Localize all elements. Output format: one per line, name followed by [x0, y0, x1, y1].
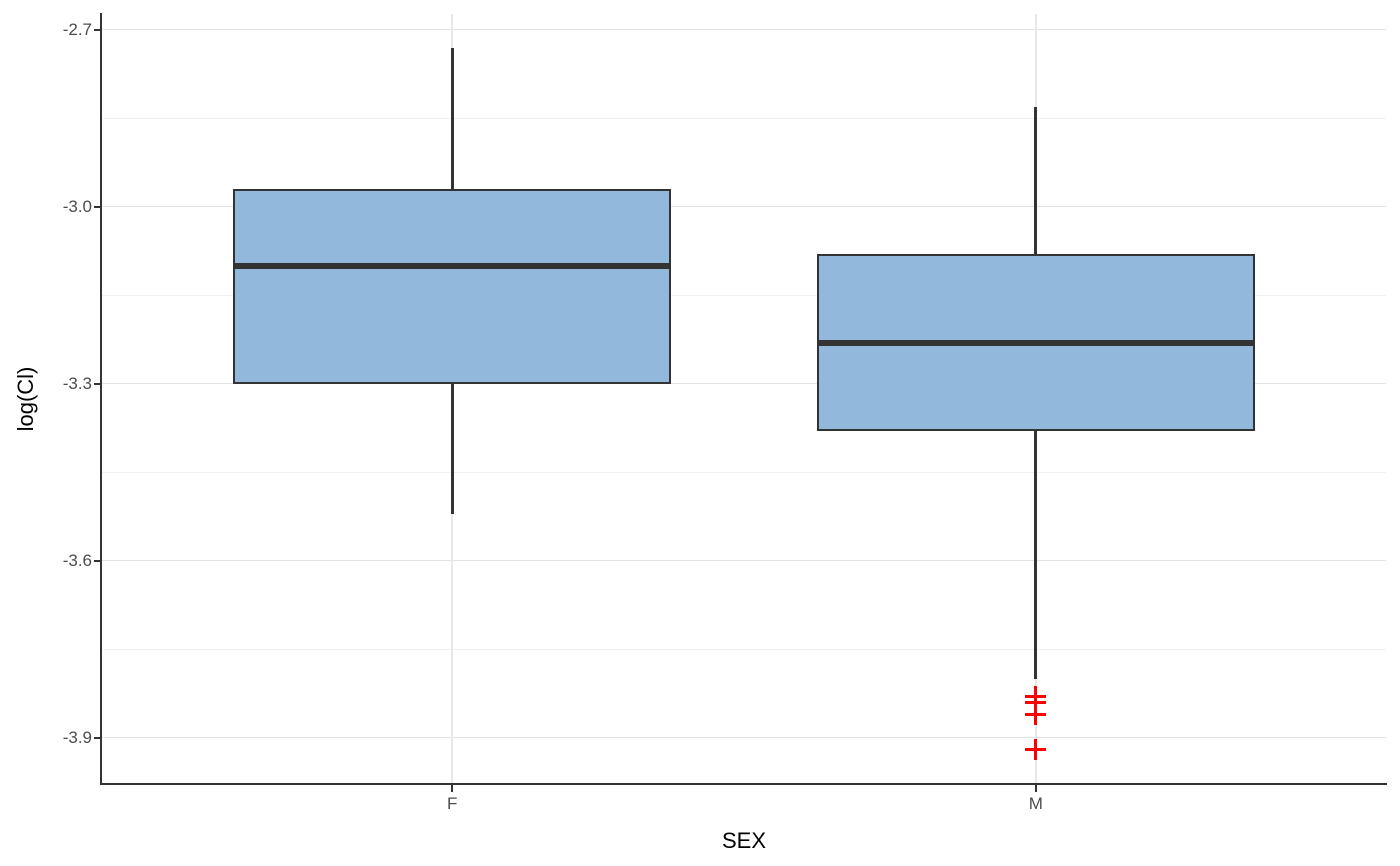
median-line	[233, 262, 672, 269]
boxplot-box	[233, 189, 672, 384]
y-tick-mark	[94, 736, 101, 739]
y-tick-label: -3.6	[62, 550, 92, 570]
gridline-major	[102, 737, 1386, 739]
gridline-major	[102, 29, 1386, 31]
x-tick-mark	[451, 785, 454, 792]
outlier-plus-icon	[1025, 739, 1047, 761]
y-tick-label: -3.9	[62, 727, 92, 747]
gridline-major	[102, 383, 1386, 385]
y-axis-title: log(Cl)	[13, 366, 38, 432]
x-tick-mark	[1034, 785, 1037, 792]
outlier-plus-vertical-bar	[1034, 703, 1038, 725]
x-tick-label: F	[446, 794, 458, 813]
y-tick-label: -3.3	[62, 373, 92, 393]
y-tick-label: -3.0	[62, 196, 92, 216]
gridline-major	[102, 206, 1386, 208]
x-axis-line	[100, 783, 1387, 785]
gridline-minor	[102, 294, 1386, 296]
outlier-plus-vertical-bar	[1034, 739, 1038, 761]
gridline-minor	[102, 117, 1386, 119]
outlier-plus-icon	[1025, 703, 1047, 725]
y-tick-label: -2.7	[62, 19, 92, 39]
median-line	[816, 339, 1255, 346]
gridline-major	[102, 560, 1386, 562]
y-tick-mark	[94, 382, 101, 385]
y-tick-mark	[94, 28, 101, 31]
x-axis-title: SEX	[721, 828, 767, 853]
y-tick-mark	[94, 559, 101, 562]
outlier-plus-vertical-bar	[1034, 692, 1038, 714]
gridline-minor	[102, 648, 1386, 650]
x-tick-label: M	[1028, 794, 1043, 813]
gridline-minor	[102, 471, 1386, 473]
y-axis-line	[100, 13, 102, 785]
y-tick-mark	[94, 205, 101, 208]
outlier-plus-icon	[1025, 692, 1047, 714]
